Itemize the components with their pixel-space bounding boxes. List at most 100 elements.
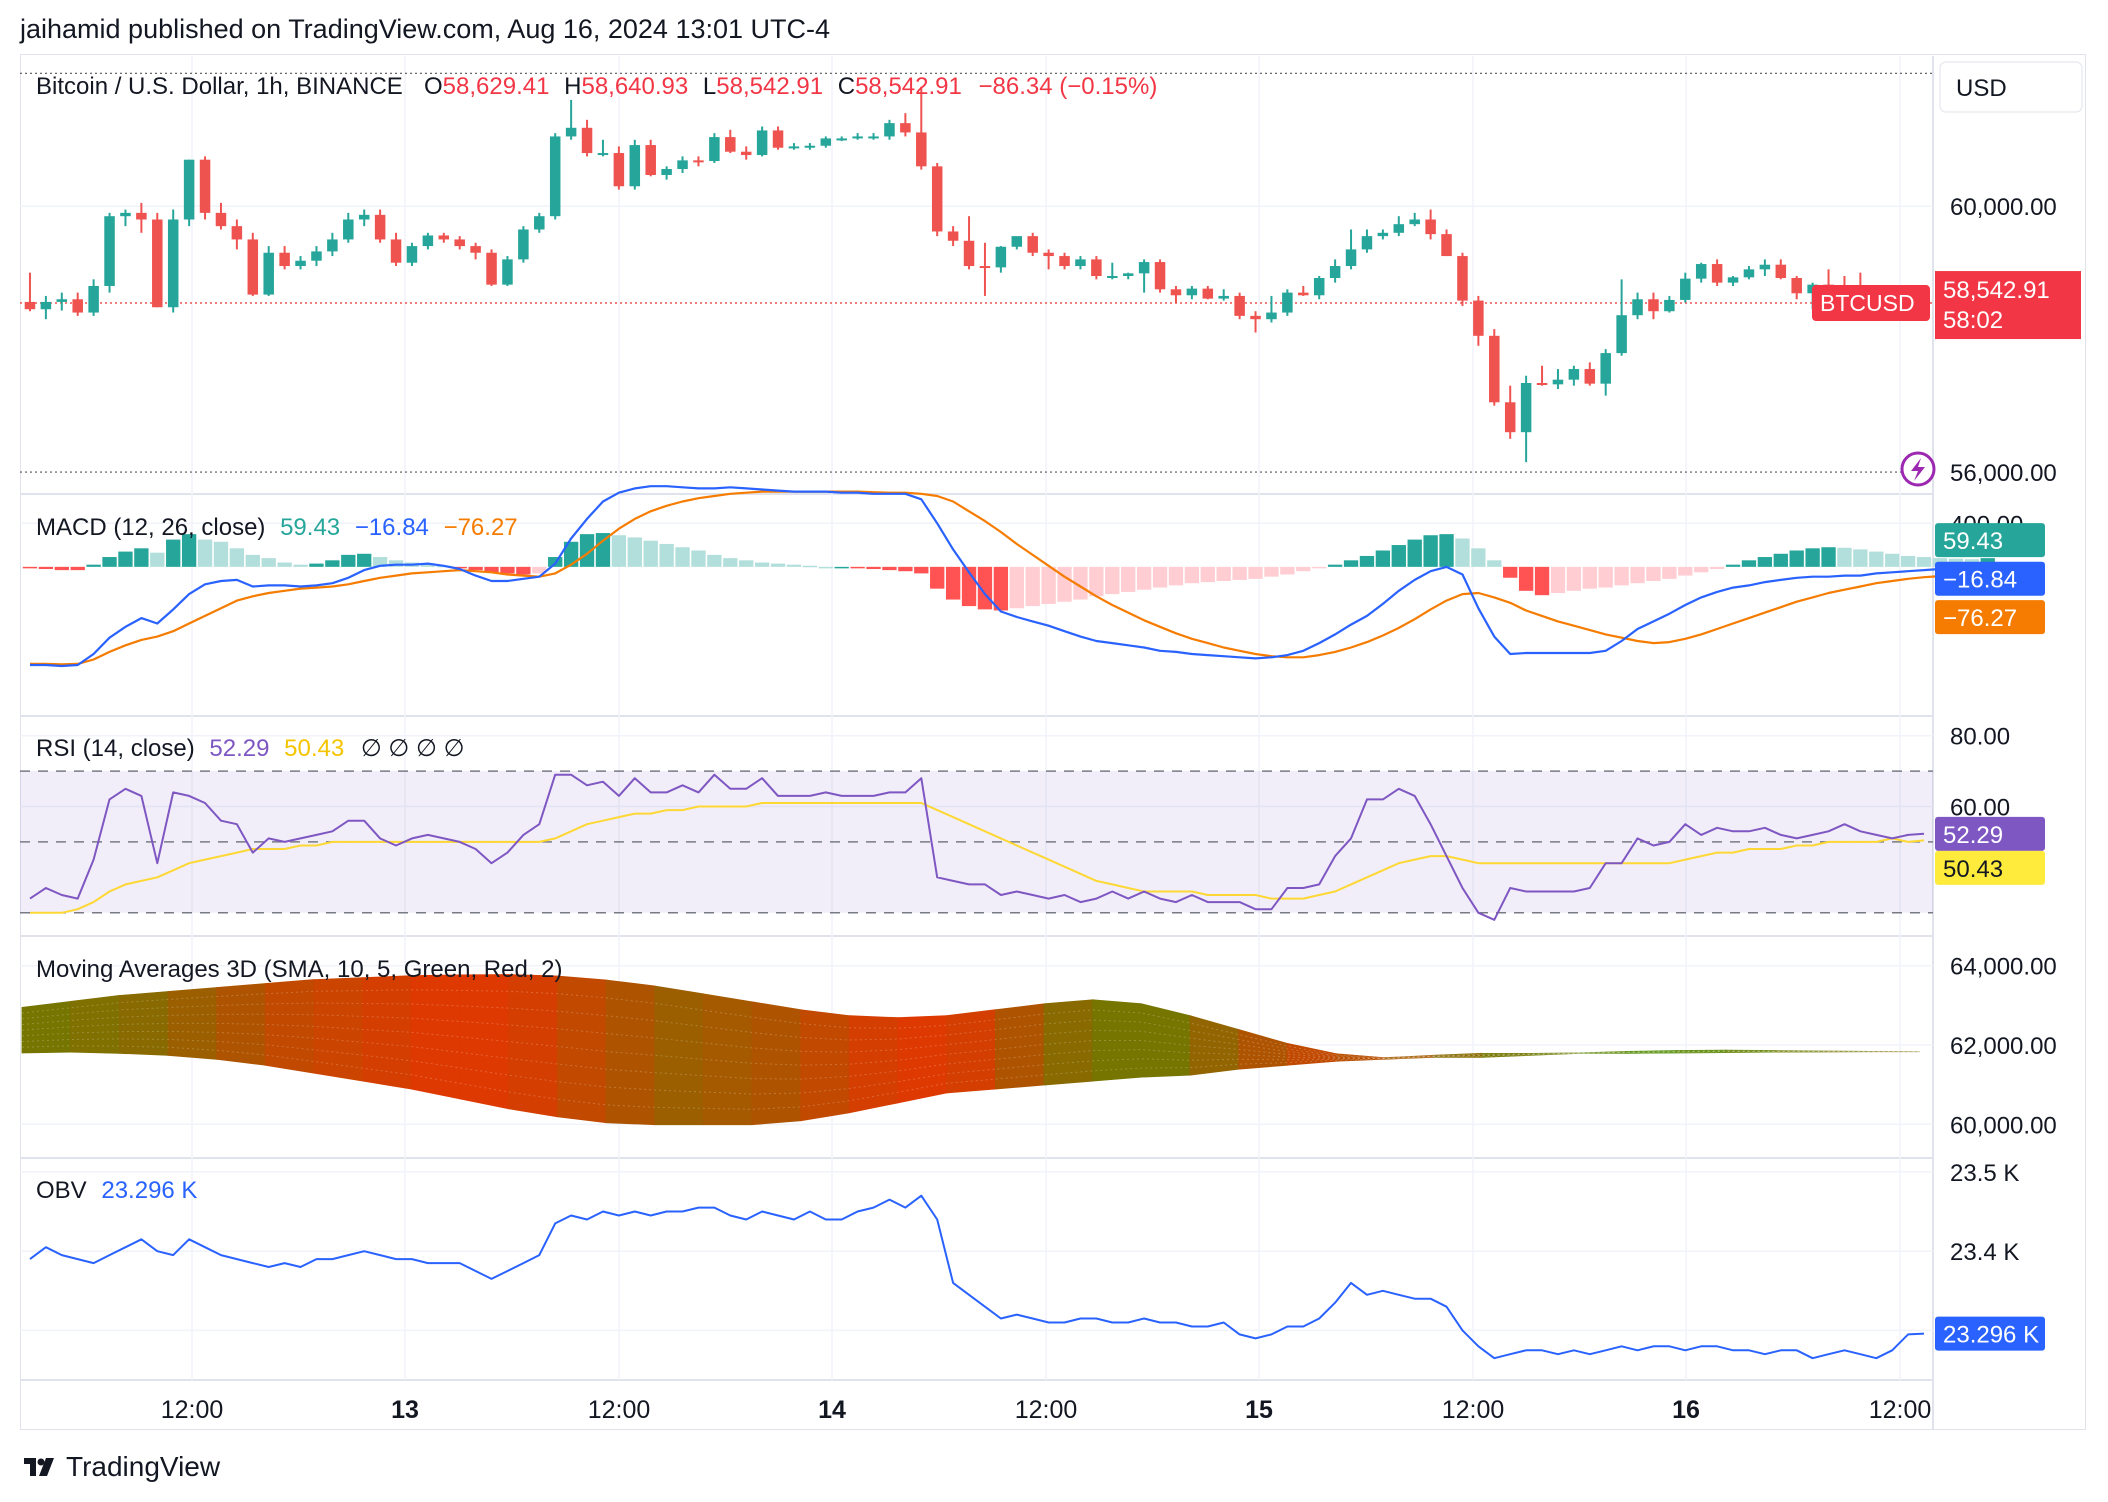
macd-histogram-bar	[1582, 566, 1597, 589]
macd-histogram-bar	[1550, 566, 1566, 594]
macd-histogram-bar	[38, 566, 54, 570]
candle-body	[693, 160, 704, 163]
tradingview-footer[interactable]: TradingView	[22, 1451, 220, 1483]
macd-histogram-bar	[1407, 539, 1422, 567]
macd-histogram-bar	[213, 541, 229, 567]
macd-histogram-bar	[500, 566, 515, 574]
rsi-title: RSI (14, close)	[36, 735, 195, 762]
candle-body	[390, 239, 402, 263]
macd-histogram-bar	[1598, 566, 1613, 588]
low-key: L	[703, 73, 716, 100]
macd-histogram-bar	[882, 566, 897, 571]
candle-body	[1154, 262, 1166, 290]
currency-box[interactable]: USD	[1939, 61, 2083, 113]
candle-body	[613, 153, 625, 187]
ma3d-ribbon-segment	[1043, 999, 1094, 1086]
macd-histogram-bar	[1105, 566, 1120, 595]
macd-histogram-bar	[1121, 566, 1136, 592]
ma3d-ribbon-segment	[362, 975, 412, 1090]
rsi-ma-value: 50.43	[284, 735, 344, 762]
candle-body	[1186, 288, 1198, 296]
close-key: C	[838, 73, 855, 100]
candle-body	[1361, 236, 1373, 250]
candle-body	[1266, 312, 1277, 320]
macd-histogram-bar	[691, 550, 706, 567]
obv-tick-label: 23.5 K	[1950, 1160, 2019, 1187]
macd-histogram-bar	[1391, 545, 1406, 567]
chart-frame	[20, 54, 2086, 1430]
time-tick-label: 12:00	[1442, 1396, 1505, 1424]
macd-histogram-bar	[293, 564, 308, 567]
macd-histogram-bar	[1630, 566, 1645, 584]
candle-body	[56, 299, 68, 302]
obv-tick-label: 23.4 K	[1950, 1239, 2019, 1266]
candle-body	[836, 138, 847, 141]
macd-histogram-bar	[1805, 548, 1820, 567]
macd-histogram-bar	[707, 554, 722, 567]
macd-histogram-bar	[166, 539, 181, 567]
high-key: H	[564, 73, 581, 100]
candle-body	[1473, 300, 1484, 336]
ma3d-layer-line	[21, 1022, 1921, 1066]
candle-body	[438, 235, 450, 240]
macd-histogram-bar	[1900, 555, 1916, 567]
macd-histogram-bar	[22, 566, 38, 569]
symbol-label-bg	[1812, 285, 1930, 322]
time-tick-label: 12:00	[161, 1396, 224, 1424]
macd-histogram-bar	[914, 566, 929, 574]
ma3d-layer-line	[21, 1002, 1921, 1059]
macd-histogram-bar	[754, 562, 770, 567]
candle-body	[916, 132, 927, 167]
price-tick-label: 60,000.00	[1950, 194, 2057, 221]
candle-body	[1791, 277, 1802, 294]
candle-body	[772, 130, 784, 148]
macd-signal-axis-label-bg	[1935, 600, 2045, 635]
macd-histogram-bar	[484, 566, 499, 573]
macd-histogram-bar	[898, 566, 913, 572]
ma3d-layer-line	[21, 1045, 1921, 1110]
rsi-axis-label: 52.29	[1943, 822, 2003, 849]
macd-histogram-bar	[659, 543, 674, 567]
candle-body	[167, 219, 179, 308]
ma3d-layer-line	[21, 1038, 1921, 1095]
candle-body	[1648, 299, 1659, 312]
macd-histogram-bar	[1757, 557, 1773, 567]
candle-body	[868, 136, 879, 139]
macd-histogram-bar	[1168, 566, 1184, 586]
change-value: −86.34 (−0.15%)	[979, 73, 1158, 100]
macd-histogram-bar	[930, 566, 945, 589]
macd-axis-label-bg	[1935, 561, 2045, 596]
macd-histogram-bar	[611, 535, 627, 567]
lightning-icon[interactable]	[1900, 451, 1936, 487]
candle-body	[1345, 249, 1357, 267]
candle-body	[263, 252, 274, 295]
candle-body	[1680, 278, 1691, 300]
candle-body	[104, 216, 115, 286]
macd-histogram-bar	[1312, 566, 1327, 569]
candle-body	[374, 214, 386, 240]
symbol-label: BTCUSD	[1820, 290, 1915, 316]
rsi-ma-axis-label-bg	[1935, 850, 2045, 885]
candle-body	[597, 153, 609, 156]
candle-body	[884, 123, 895, 137]
macd-histogram-bar	[1614, 566, 1629, 586]
macd-histogram-bar	[245, 554, 260, 567]
candle-body	[740, 151, 752, 156]
ma3d-layer-line	[21, 1030, 1921, 1080]
macd-histogram-bar	[1741, 560, 1757, 567]
macd-histogram-bar	[102, 557, 117, 567]
candle-body	[995, 246, 1007, 268]
macd-histogram-bar	[802, 565, 818, 568]
macd-histogram-bar	[1184, 566, 1200, 584]
time-tick-label: 15	[1245, 1396, 1273, 1424]
time-tick-label: 12:00	[1869, 1396, 1932, 1424]
candle-body	[327, 239, 338, 252]
candle-body	[852, 136, 863, 139]
macd-histogram-bar	[452, 566, 467, 569]
macd-histogram-bar	[1471, 548, 1486, 567]
candle-body	[1664, 299, 1675, 312]
macd-histogram-bar	[70, 566, 85, 571]
macd-hist-axis-label: 59.43	[1943, 528, 2003, 555]
ma3d-ribbon-segment	[410, 974, 461, 1100]
